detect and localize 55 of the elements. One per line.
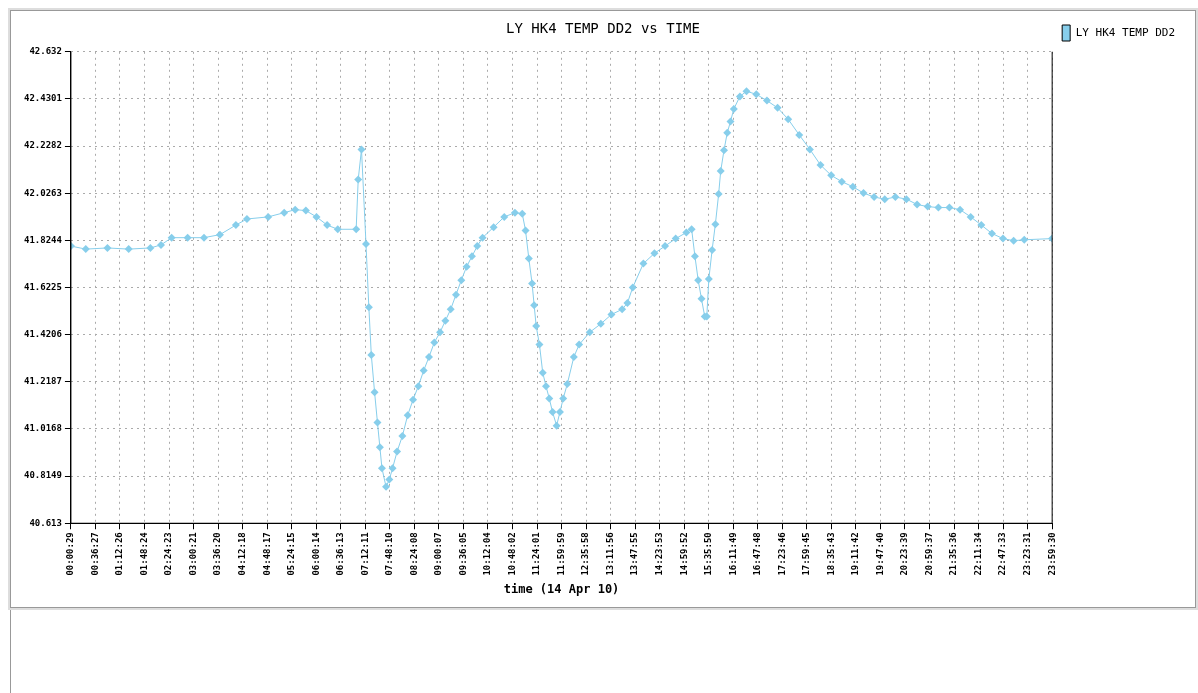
y-tick-label: 42.0263 <box>23 187 62 198</box>
x-tick-label: 07:48:10 <box>384 532 395 576</box>
x-tick-label: 09:00:07 <box>433 532 444 576</box>
x-tick-label: 16:47:48 <box>752 532 763 576</box>
x-tick-label: 10:48:02 <box>506 532 517 576</box>
x-tick-label: 17:23:46 <box>776 532 787 576</box>
x-tick-label: 17:59:45 <box>801 532 812 576</box>
x-tick-label: 13:47:55 <box>629 532 640 576</box>
x-tick-label: 04:12:18 <box>236 532 247 576</box>
x-tick-label: 23:23:31 <box>1021 532 1032 576</box>
x-tick-label: 01:48:24 <box>138 531 149 576</box>
x-tick-label: 09:36:05 <box>457 532 468 576</box>
x-tick-label: 20:59:37 <box>923 532 934 576</box>
x-tick-label: 05:24:15 <box>286 532 297 576</box>
x-tick-label: 19:11:42 <box>850 532 861 576</box>
x-tick-label: 06:00:14 <box>310 531 321 576</box>
chart-title: LY HK4 TEMP DD2 vs TIME <box>506 20 700 37</box>
x-tick-label: 20:23:39 <box>899 532 910 576</box>
x-tick-label: 12:35:58 <box>580 532 591 576</box>
y-tick-label: 41.4206 <box>23 329 62 340</box>
x-tick-label: 11:59:59 <box>555 532 566 576</box>
x-tick-label: 00:36:27 <box>89 532 100 576</box>
x-axis-title: time (14 Apr 10) <box>503 581 620 596</box>
y-tick-label: 40.613 <box>29 517 62 528</box>
x-tick-label: 23:59:30 <box>1046 532 1057 576</box>
x-tick-label: 22:11:34 <box>972 531 983 576</box>
x-tick-label: 13:11:56 <box>604 532 615 576</box>
x-tick-label: 00:00:29 <box>65 532 76 576</box>
x-tick-label: 22:47:33 <box>997 532 1008 576</box>
x-tick-label: 16:11:49 <box>727 532 738 576</box>
x-tick-label: 03:00:21 <box>187 532 198 576</box>
y-tick-label: 42.4301 <box>23 93 62 104</box>
y-tick-label: 41.2187 <box>23 376 62 387</box>
x-tick-label: 10:12:04 <box>482 531 493 576</box>
x-tick-label: 01:12:26 <box>114 532 125 576</box>
x-tick-label: 02:24:23 <box>163 532 174 576</box>
x-tick-label: 21:35:36 <box>948 532 959 576</box>
x-tick-label: 08:24:08 <box>408 532 419 576</box>
x-tick-label: 15:35:50 <box>703 532 714 576</box>
x-tick-label: 18:35:43 <box>825 532 836 576</box>
y-tick-label: 41.8244 <box>23 234 63 245</box>
x-tick-label: 14:23:53 <box>654 532 665 576</box>
x-tick-label: 19:47:40 <box>874 532 885 576</box>
legend-label: LY HK4 TEMP DD2 <box>1075 25 1176 39</box>
y-tick-label: 41.0168 <box>23 423 62 434</box>
y-tick-label: 42.2282 <box>23 140 62 151</box>
x-tick-label: 04:48:17 <box>261 532 272 576</box>
x-tick-label: 11:24:01 <box>531 532 542 576</box>
x-tick-label: 03:36:20 <box>212 532 223 576</box>
x-tick-label: 14:59:52 <box>678 532 689 576</box>
y-tick-label: 42.632 <box>29 46 62 57</box>
y-tick-label: 41.6225 <box>23 281 62 292</box>
y-tick-label: 40.8149 <box>23 470 62 481</box>
x-tick-label: 06:36:13 <box>335 532 346 576</box>
x-tick-label: 07:12:11 <box>359 532 370 576</box>
